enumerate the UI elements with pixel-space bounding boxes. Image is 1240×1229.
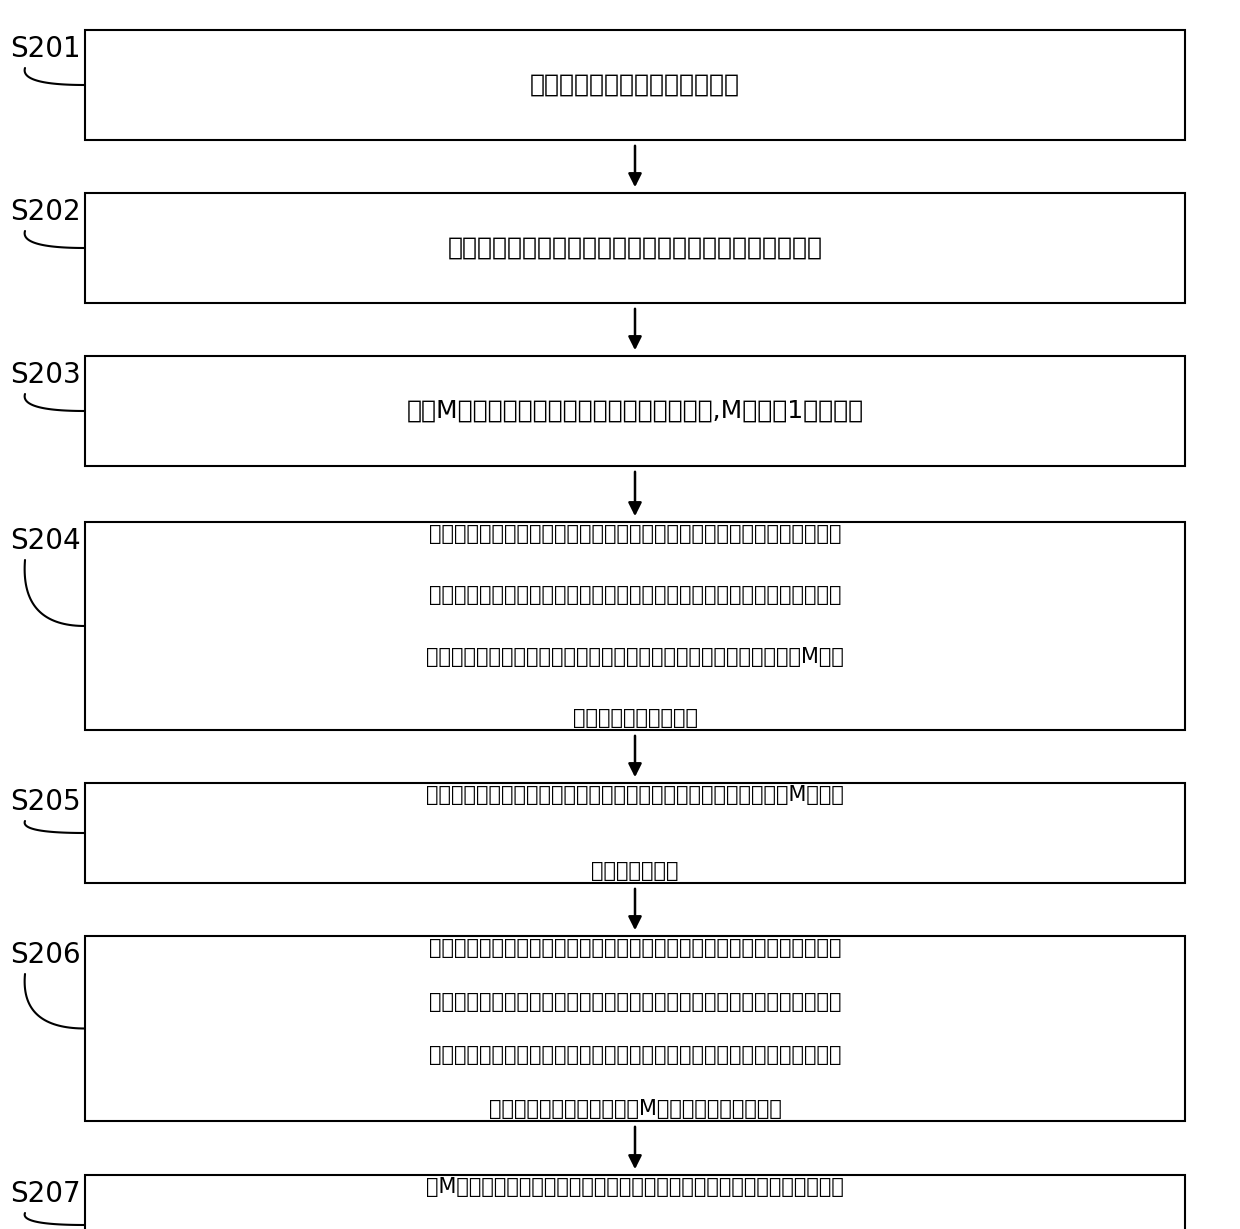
Bar — [86, 193, 1185, 304]
Text: 获取所述电子标签存储库中包括各个所述待判定运营商的运营商信息的所述: 获取所述电子标签存储库中包括各个所述待判定运营商的运营商信息的所述 — [429, 524, 841, 544]
Text: 接收读卡器传输的电子标签数据: 接收读卡器传输的电子标签数据 — [529, 73, 740, 97]
Text: 对应的所述规范停车数据组中的电子标签数据，得到一个所述待判定运营商: 对应的所述规范停车数据组中的电子标签数据，得到一个所述待判定运营商 — [429, 1046, 841, 1066]
Text: 将M个所述单车违停率排序得到运营商违停率次序数据；并将所述运营商违: 将M个所述单车违停率排序得到运营商违停率次序数据；并将所述运营商违 — [427, 1177, 844, 1197]
Text: 的违停单车数据组，共得到M个所述违停单车数据组: 的违停单车数据组，共得到M个所述违停单车数据组 — [489, 1099, 781, 1118]
Text: 针对每个所述待判定运营商，从所述待判定运营商对应的电子标签数据总量: 针对每个所述待判定运营商，从所述待判定运营商对应的电子标签数据总量 — [429, 938, 841, 957]
Bar — [86, 1175, 1185, 1229]
Bar — [86, 356, 1185, 466]
Bar — [86, 783, 1185, 882]
Bar — [86, 522, 1185, 730]
Text: 接收M个待判定运营商提供的实时订单数据组,M为大于1的自然数: 接收M个待判定运营商提供的实时订单数据组,M为大于1的自然数 — [407, 399, 863, 423]
Text: 获取与各个所述待判定运营商对应的所述规范停车数据组，共得到M个所述: 获取与各个所述待判定运营商对应的所述规范停车数据组，共得到M个所述 — [427, 785, 844, 805]
Text: 组中，去除所述待判定运营商提供的实时订单数据组和与所述待判定运营商: 组中，去除所述待判定运营商提供的实时订单数据组和与所述待判定运营商 — [429, 992, 841, 1011]
Text: S205: S205 — [10, 788, 81, 816]
Text: 规范停车数据组: 规范停车数据组 — [591, 862, 678, 881]
Text: 在预定时间段内统计接收到同一所述电子标签数据的次数: 在预定时间段内统计接收到同一所述电子标签数据的次数 — [448, 236, 822, 261]
Text: S203: S203 — [10, 361, 81, 390]
Text: S202: S202 — [10, 198, 81, 226]
Text: S201: S201 — [10, 34, 81, 63]
Text: 述电子标签数据总量组: 述电子标签数据总量组 — [573, 708, 697, 728]
Text: S207: S207 — [10, 1180, 81, 1208]
Text: S206: S206 — [10, 941, 81, 968]
Text: 电子标签数据，将包括一个所述待判定运营商的运营商信息的所述电子标签: 电子标签数据，将包括一个所述待判定运营商的运营商信息的所述电子标签 — [429, 585, 841, 606]
Text: 数据构成一个所述待判定运营商对应的电子标签数据总量组，共得到M个所: 数据构成一个所述待判定运营商对应的电子标签数据总量组，共得到M个所 — [427, 646, 844, 666]
Text: S204: S204 — [10, 527, 81, 556]
Bar — [86, 29, 1185, 140]
Bar — [86, 936, 1185, 1121]
